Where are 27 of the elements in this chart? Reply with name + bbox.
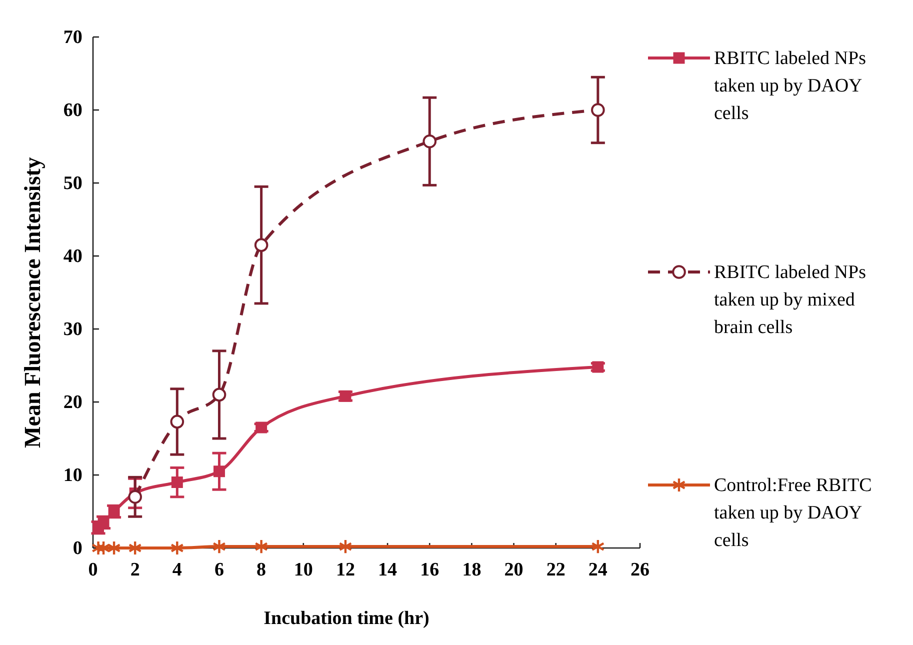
y-tick-label: 30	[63, 319, 82, 340]
x-tick-label: 6	[214, 560, 224, 581]
x-tick-label: 26	[630, 560, 650, 581]
y-tick-label: 60	[63, 100, 82, 122]
x-tick-label: 4	[172, 560, 182, 581]
legend-label: RBITC labeled NPs taken up by DAOY cells	[714, 48, 866, 124]
x-tick-label: 20	[504, 560, 524, 581]
y-tick-label: 0	[72, 538, 82, 560]
y-tick-label: 50	[63, 173, 82, 194]
x-tick-label: 2	[130, 560, 140, 581]
y-tick-label: 40	[63, 246, 82, 268]
x-tick-label: 12	[336, 560, 355, 581]
y-tick-label: 10	[63, 465, 82, 486]
y-tick-label: 20	[63, 392, 82, 414]
x-tick-label: 8	[256, 560, 266, 581]
y-tick-label: 70	[63, 27, 82, 48]
legend-label: RBITC labeled NPs taken up by mixed brain cells	[714, 262, 866, 338]
x-tick-label: 24	[588, 560, 608, 581]
x-tick-label: 0	[88, 560, 98, 581]
legend-label: Control:Free RBITC taken up by DAOY cells	[714, 475, 872, 552]
x-axis-title: Incubation time (hr)	[264, 608, 430, 629]
x-tick-label: 10	[294, 560, 313, 581]
x-tick-label: 16	[420, 560, 440, 581]
x-tick-label: 22	[546, 560, 566, 581]
x-tick-label: 18	[462, 560, 482, 581]
y-axis-title: Mean Fluorescence Intensisty	[20, 156, 45, 448]
x-tick-label: 14	[378, 560, 398, 581]
